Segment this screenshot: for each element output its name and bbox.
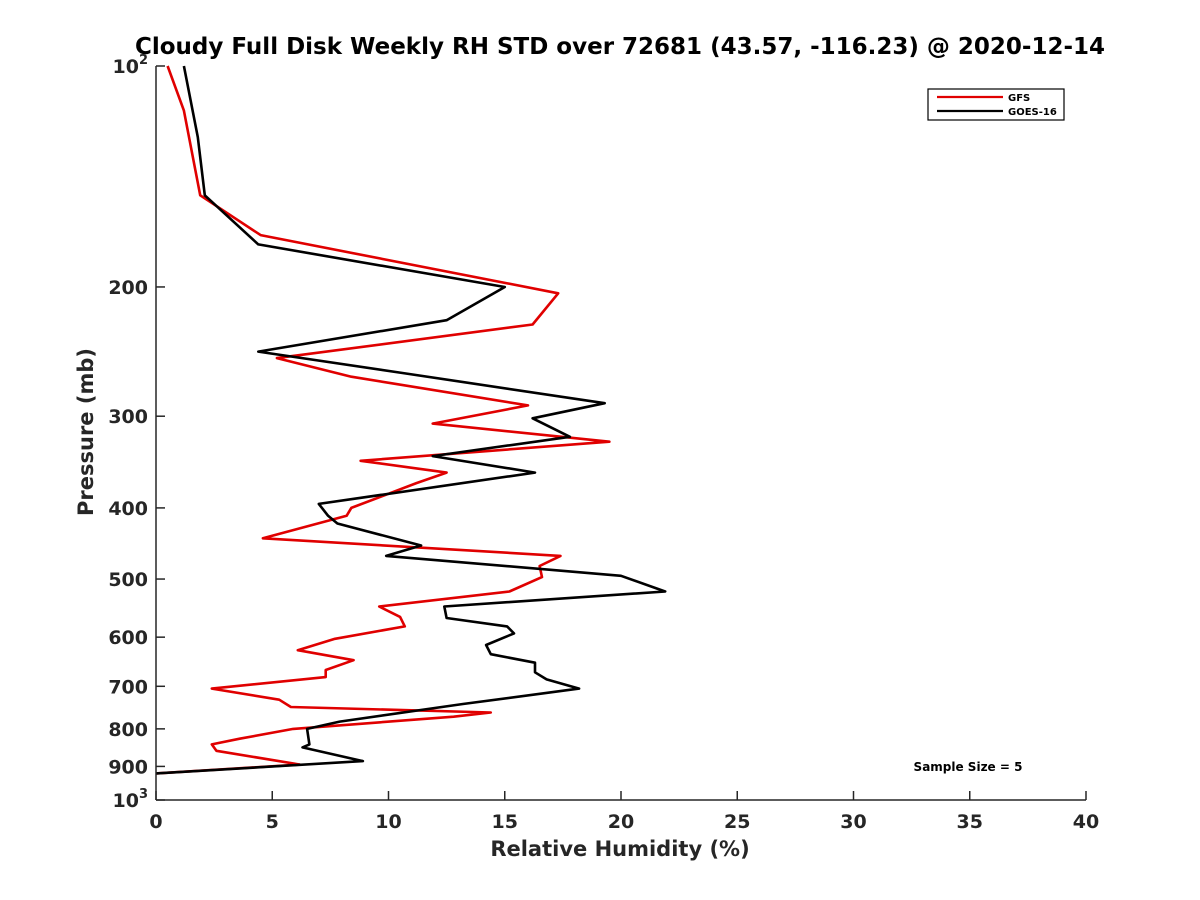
x-tick-label: 25 (724, 811, 750, 833)
y-axis-ticks: 102 200 300 400 500 600 700 800 900 103 (108, 53, 165, 812)
y-tick-label: 102 (113, 53, 149, 78)
legend-label-gfs: GFS (1008, 93, 1030, 104)
y-tick-label: 900 (108, 756, 148, 778)
x-tick-label: 40 (1073, 811, 1099, 833)
y-tick-label: 300 (108, 406, 148, 428)
series-line-goes16 (155, 65, 667, 775)
y-tick-label: 700 (108, 676, 148, 698)
y-tick-label: 600 (108, 627, 148, 649)
legend-label-goes16: GOES-16 (1008, 107, 1057, 118)
series-line-gfs (155, 65, 611, 775)
y-tick-label: 800 (108, 719, 148, 741)
chart-title: Cloudy Full Disk Weekly RH STD over 7268… (135, 34, 1105, 60)
axes-layer (155, 66, 1086, 801)
y-tick-label: 500 (108, 569, 148, 591)
legend: GFS GOES-16 (927, 88, 1065, 121)
legend-box (927, 88, 1065, 121)
sample-size-annotation: Sample Size = 5 (914, 760, 1023, 774)
y-tick-label: 400 (108, 498, 148, 520)
x-axis-label: Relative Humidity (%) (490, 837, 749, 861)
y-axis-label: Pressure (mb) (74, 348, 98, 516)
x-tick-label: 30 (840, 811, 866, 833)
y-tick-label: 103 (113, 787, 149, 812)
series-layer (155, 65, 667, 775)
x-axis-ticks: 0 5 10 15 20 25 30 35 40 (149, 791, 1099, 833)
x-tick-label: 15 (492, 811, 518, 833)
x-tick-label: 0 (149, 811, 162, 833)
x-tick-label: 35 (957, 811, 983, 833)
y-tick-label: 200 (108, 277, 148, 299)
x-tick-label: 10 (375, 811, 401, 833)
x-tick-label: 20 (608, 811, 634, 833)
x-tick-label: 5 (266, 811, 279, 833)
